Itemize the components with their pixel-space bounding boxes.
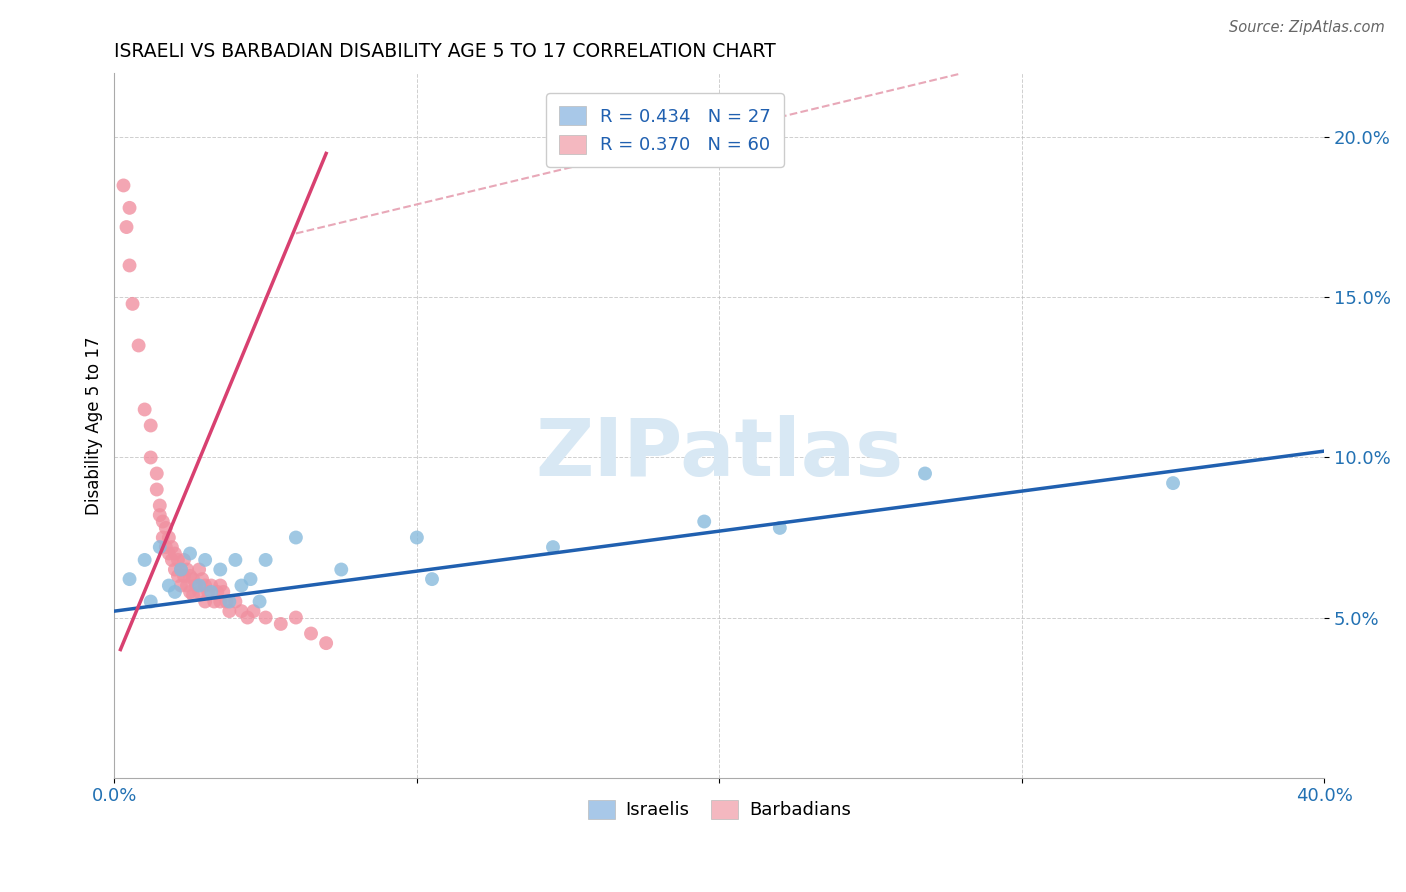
Point (202, 594, 225, 608)
Point (139, 418, 162, 433)
Point (157, 547, 180, 561)
Point (134, 402, 156, 417)
Point (139, 594, 162, 608)
Point (181, 572, 204, 586)
Text: Source: ZipAtlas.com: Source: ZipAtlas.com (1229, 20, 1385, 35)
Point (149, 508, 172, 522)
Point (157, 531, 180, 545)
Point (179, 569, 201, 583)
Text: ZIPatlas: ZIPatlas (536, 415, 904, 492)
Text: ISRAELI VS BARBADIAN DISABILITY AGE 5 TO 17 CORRELATION CHART: ISRAELI VS BARBADIAN DISABILITY AGE 5 TO… (114, 42, 776, 61)
Point (236, 610, 259, 624)
Point (194, 553, 217, 567)
Point (541, 540, 564, 554)
Point (155, 540, 177, 554)
Point (188, 562, 211, 576)
Point (152, 531, 174, 545)
Point (420, 572, 443, 586)
Point (128, 338, 150, 352)
Point (209, 594, 232, 608)
Point (118, 201, 141, 215)
Point (176, 562, 198, 576)
Point (315, 636, 337, 650)
Point (173, 569, 195, 583)
Point (239, 572, 262, 586)
Point (224, 553, 246, 567)
Point (405, 531, 427, 545)
Point (200, 585, 222, 599)
Point (155, 521, 177, 535)
Point (254, 610, 277, 624)
Point (1161, 476, 1184, 491)
Point (145, 467, 167, 481)
Point (693, 515, 716, 529)
Point (207, 585, 229, 599)
Point (215, 594, 238, 608)
Point (284, 531, 307, 545)
Point (163, 585, 186, 599)
Point (160, 540, 183, 554)
Point (194, 594, 217, 608)
Point (149, 499, 172, 513)
Point (188, 578, 211, 592)
Point (249, 594, 271, 608)
Point (209, 578, 232, 592)
Point (284, 610, 307, 624)
Point (139, 450, 162, 465)
Point (181, 588, 204, 602)
Point (218, 604, 240, 618)
Point (224, 594, 246, 608)
Point (184, 578, 207, 592)
Point (242, 604, 264, 618)
Point (231, 604, 253, 618)
Point (179, 547, 201, 561)
Point (170, 578, 193, 592)
Point (218, 594, 240, 608)
Y-axis label: Disability Age 5 to 17: Disability Age 5 to 17 (86, 336, 103, 515)
Point (299, 626, 322, 640)
Point (167, 569, 190, 583)
Point (145, 483, 167, 497)
Point (160, 553, 183, 567)
Point (170, 562, 193, 576)
Point (149, 540, 172, 554)
Point (163, 562, 186, 576)
Point (191, 572, 214, 586)
Point (231, 578, 253, 592)
Point (197, 585, 219, 599)
Point (115, 220, 138, 235)
Point (167, 553, 190, 567)
Point (179, 585, 201, 599)
Point (170, 562, 193, 576)
Point (112, 178, 135, 193)
Point (157, 578, 180, 592)
Point (330, 562, 353, 576)
Point (118, 259, 141, 273)
Point (194, 578, 217, 592)
Point (152, 515, 174, 529)
Point (118, 572, 141, 586)
Point (209, 562, 232, 576)
Point (212, 585, 235, 599)
Point (254, 553, 277, 567)
Point (270, 616, 292, 631)
Point (176, 578, 198, 592)
Point (163, 547, 186, 561)
Point (173, 553, 195, 567)
Legend: Israelis, Barbadians: Israelis, Barbadians (582, 794, 856, 825)
Point (121, 297, 143, 311)
Point (200, 578, 222, 592)
Point (188, 585, 211, 599)
Point (134, 553, 156, 567)
Point (914, 467, 936, 481)
Point (769, 521, 792, 535)
